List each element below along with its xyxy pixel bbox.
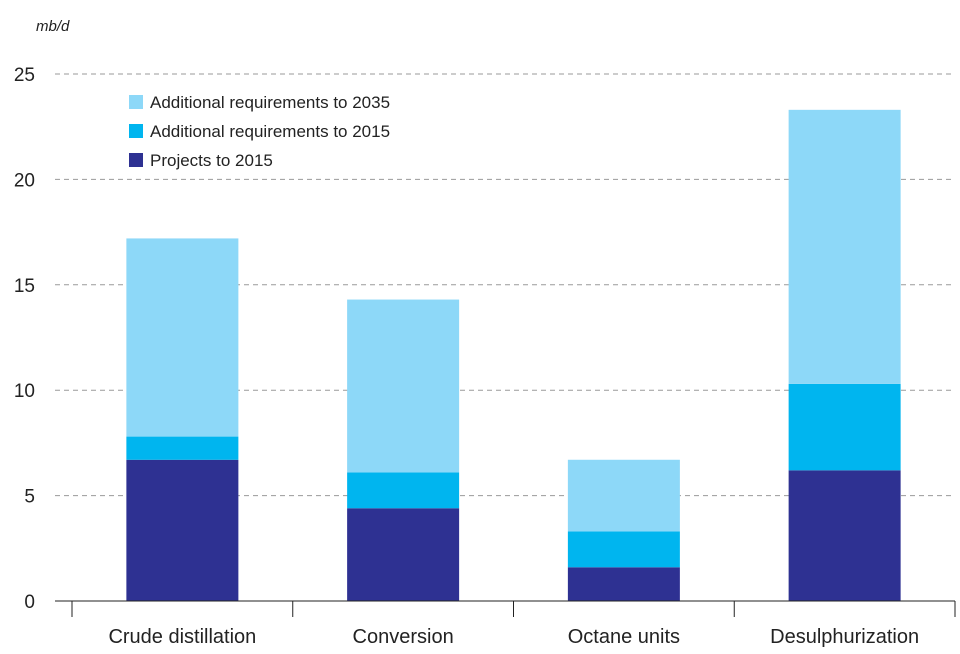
legend-swatch <box>129 95 143 109</box>
bar-segment <box>788 109 901 384</box>
bar-segment <box>347 508 460 601</box>
x-tick-label: Octane units <box>568 626 680 648</box>
bar-segment <box>347 299 460 473</box>
y-tick-label: 5 <box>24 487 35 508</box>
bar-segment <box>126 238 239 437</box>
y-tick-label: 15 <box>14 276 35 297</box>
bar-segment <box>788 470 901 601</box>
legend-label: Additional requirements to 2015 <box>150 122 390 141</box>
x-tick-label: Crude distillation <box>108 626 256 648</box>
y-axis-unit-label: mb/d <box>36 18 70 35</box>
bars <box>126 109 901 601</box>
legend-label: Additional requirements to 2035 <box>150 93 390 112</box>
bar-segment <box>126 459 239 601</box>
bar-segment <box>567 459 680 532</box>
y-tick-label: 0 <box>24 592 35 613</box>
legend-label: Projects to 2015 <box>150 151 273 170</box>
x-tick-label: Conversion <box>353 626 454 648</box>
x-tick-label: Desulphurization <box>770 626 919 648</box>
axes: 0 5 10 15 20 25 Crude distillation Conversion Oc… <box>14 65 956 648</box>
legend-swatch <box>129 153 143 167</box>
bar-segment <box>788 383 901 471</box>
bar-segment <box>347 472 460 509</box>
legend-swatch <box>129 124 143 138</box>
y-tick-label: 10 <box>14 381 35 402</box>
bar-segment <box>126 436 239 460</box>
y-tick-label: 25 <box>14 65 35 86</box>
y-tick-label: 20 <box>14 170 35 191</box>
bar-segment <box>567 567 680 601</box>
bar-segment <box>567 531 680 568</box>
legend: Additional requirements to 2035 Additiona… <box>129 93 390 170</box>
